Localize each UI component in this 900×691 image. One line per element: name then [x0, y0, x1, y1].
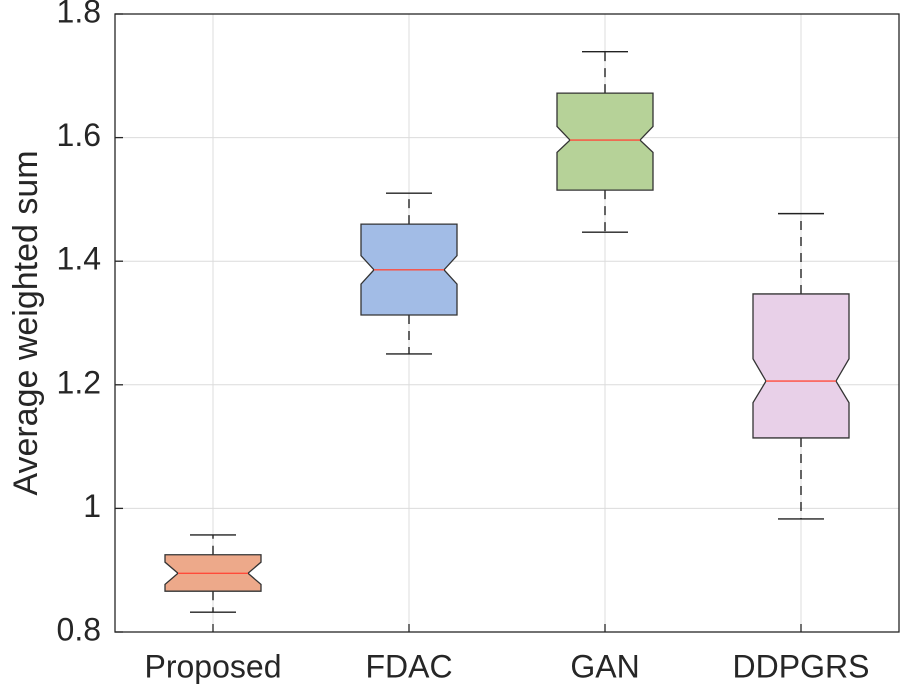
box-group-fdac — [360, 192, 458, 355]
box-layer — [164, 50, 850, 613]
y-tick-label: 1 — [83, 488, 101, 524]
box-ddpgrs — [752, 293, 850, 439]
tick-layer: 0.8 1 1.2 1.4 1.6 1.8 Proposed FDAC GAN DDPGRS — [57, 0, 870, 684]
y-axis-label: Average weighted sum — [7, 150, 45, 495]
y-tick-label: 0.8 — [57, 611, 101, 647]
y-tick-label: 1.8 — [57, 0, 101, 29]
y-tick-label: 1.2 — [57, 364, 101, 400]
y-tick-label: 1.4 — [57, 241, 101, 277]
y-tick-label: 1.6 — [57, 117, 101, 153]
box-group-proposed — [164, 534, 262, 613]
x-tick-label: FDAC — [365, 648, 452, 684]
x-tick-label: Proposed — [145, 648, 282, 684]
box-group-gan — [556, 50, 654, 233]
x-tick-label: DDPGRS — [733, 648, 870, 684]
x-tick-label: GAN — [570, 648, 639, 684]
plot-frame — [114, 13, 900, 633]
box-group-ddpgrs — [752, 212, 850, 520]
box-gan — [556, 92, 654, 191]
